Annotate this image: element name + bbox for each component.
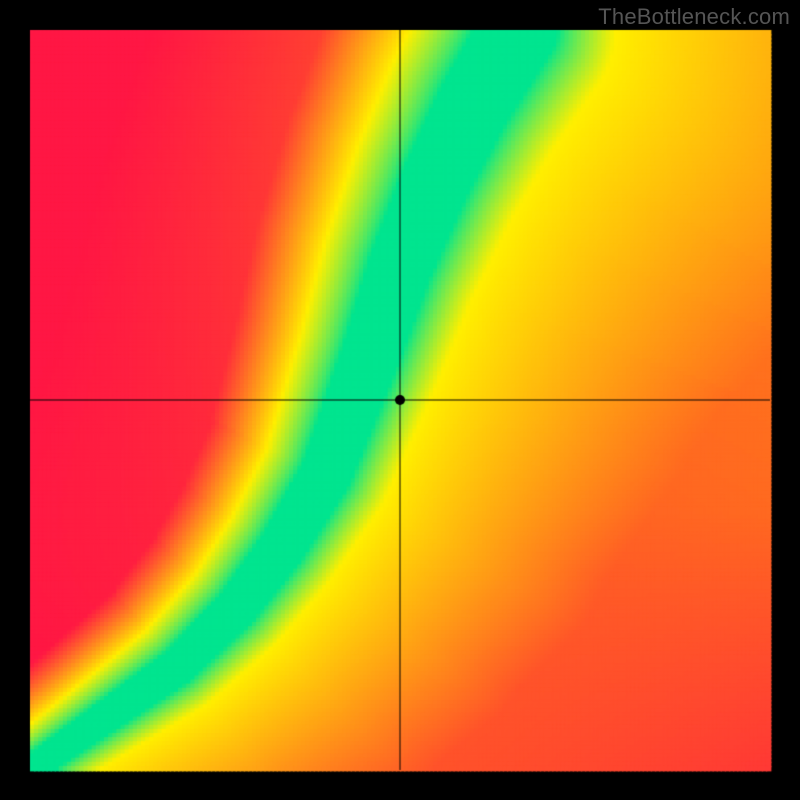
watermark-text: TheBottleneck.com [598,4,790,30]
bottleneck-heatmap [0,0,800,800]
